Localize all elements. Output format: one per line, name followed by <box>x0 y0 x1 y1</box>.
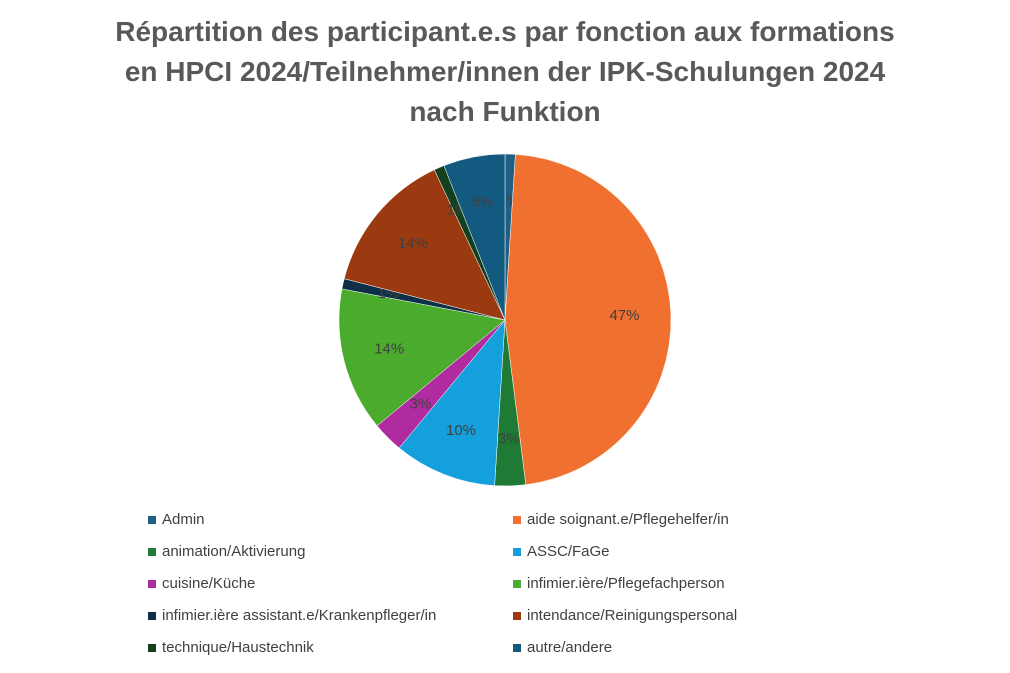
legend-swatch <box>148 516 156 524</box>
pie-slice <box>343 169 506 321</box>
pie-slice <box>504 154 672 485</box>
legend-label: animation/Aktivierung <box>162 543 305 560</box>
data-label: 47% <box>609 307 639 324</box>
legend-swatch <box>513 516 521 524</box>
legend-swatch <box>148 580 156 588</box>
data-label: 14% <box>398 235 428 252</box>
legend-label: autre/andere <box>527 639 612 656</box>
pie-slice <box>338 288 506 427</box>
legend-swatch <box>148 612 156 620</box>
pie-slice <box>398 319 506 486</box>
legend-label: Admin <box>162 511 205 528</box>
pie-slice <box>443 153 506 321</box>
legend-swatch <box>148 548 156 556</box>
data-label: 10% <box>446 422 476 439</box>
legend-label: infimier.ière assistant.e/Krankenpfleger… <box>162 607 436 624</box>
legend-swatch <box>513 548 521 556</box>
data-label: 14% <box>374 341 404 358</box>
legend-label: intendance/Reinigungspersonal <box>527 607 737 624</box>
legend-swatch <box>148 644 156 652</box>
legend-label: aide soignant.e/Pflegehelfer/in <box>527 511 729 528</box>
legend-label: technique/Haustechnik <box>162 639 314 656</box>
legend-label: infimier.ière/Pflegefachperson <box>527 575 725 592</box>
data-label: 6% <box>472 194 494 211</box>
chart-title: Répartition des participant.e.s par fonc… <box>115 16 895 127</box>
legend-swatch <box>513 580 521 588</box>
legend-swatch <box>513 612 521 620</box>
legend-label: cuisine/Küche <box>162 575 255 592</box>
data-label: 3% <box>410 395 432 412</box>
data-label: 3% <box>498 430 520 447</box>
legend-label: ASSC/FaGe <box>527 543 610 560</box>
legend-swatch <box>513 644 521 652</box>
